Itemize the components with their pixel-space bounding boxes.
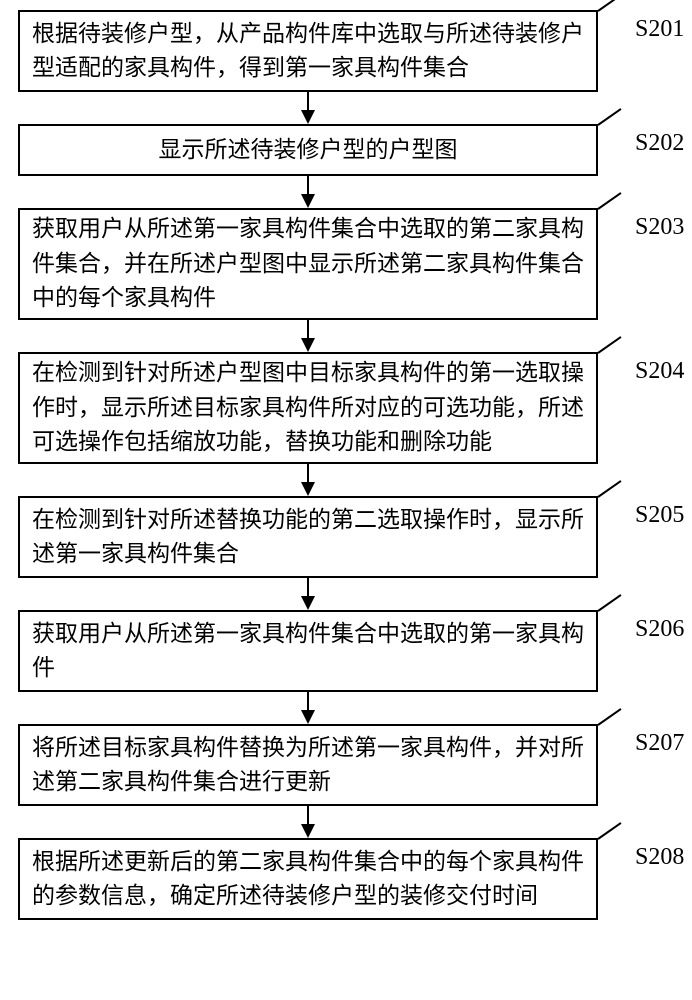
connector-s203 — [597, 192, 621, 210]
step-box-s203: 获取用户从所述第一家具构件集合中选取的第二家具构件集合，并在所述户型图中显示所述… — [18, 208, 598, 320]
step-text-s203: 获取用户从所述第一家具构件集合中选取的第二家具构件集合，并在所述户型图中显示所述… — [32, 212, 584, 316]
step-box-s201: 根据待装修户型，从产品构件库中选取与所述待装修户型适配的家具构件，得到第一家具构… — [18, 10, 598, 92]
step-box-s205: 在检测到针对所述替换功能的第二选取操作时，显示所述第一家具构件集合 — [18, 496, 598, 578]
arrow-head-s201 — [301, 110, 315, 124]
step-label-s205: S205 — [635, 502, 684, 529]
step-box-s206: 获取用户从所述第一家具构件集合中选取的第一家具构件 — [18, 610, 598, 692]
step-box-s208: 根据所述更新后的第二家具构件集合中的每个家具构件的参数信息，确定所述待装修户型的… — [18, 838, 598, 920]
arrow-line-s206 — [307, 692, 309, 712]
step-text-s205: 在检测到针对所述替换功能的第二选取操作时，显示所述第一家具构件集合 — [32, 503, 584, 572]
step-label-s208: S208 — [635, 844, 684, 871]
step-label-s207: S207 — [635, 730, 684, 757]
step-label-s202: S202 — [635, 130, 684, 157]
step-label-s203: S203 — [635, 214, 684, 241]
step-text-s206: 获取用户从所述第一家具构件集合中选取的第一家具构件 — [32, 617, 584, 686]
step-text-s204: 在检测到针对所述户型图中目标家具构件的第一选取操作时，显示所述目标家具构件所对应… — [32, 356, 584, 460]
step-box-s204: 在检测到针对所述户型图中目标家具构件的第一选取操作时，显示所述目标家具构件所对应… — [18, 352, 598, 464]
arrow-head-s205 — [301, 596, 315, 610]
step-text-s207: 将所述目标家具构件替换为所述第一家具构件，并对所述第二家具构件集合进行更新 — [32, 731, 584, 800]
arrow-head-s207 — [301, 824, 315, 838]
step-label-s201: S201 — [635, 16, 684, 43]
arrow-head-s206 — [301, 710, 315, 724]
step-label-s206: S206 — [635, 616, 684, 643]
step-text-s208: 根据所述更新后的第二家具构件集合中的每个家具构件的参数信息，确定所述待装修户型的… — [32, 845, 584, 914]
arrow-line-s202 — [307, 176, 309, 196]
step-text-s202: 显示所述待装修户型的户型图 — [159, 133, 458, 168]
connector-s205 — [597, 480, 621, 498]
arrow-line-s204 — [307, 464, 309, 484]
connector-s206 — [597, 594, 621, 612]
step-text-s201: 根据待装修户型，从产品构件库中选取与所述待装修户型适配的家具构件，得到第一家具构… — [32, 17, 584, 86]
step-box-s202: 显示所述待装修户型的户型图 — [18, 124, 598, 176]
step-label-s204: S204 — [635, 358, 684, 385]
arrow-head-s202 — [301, 194, 315, 208]
arrow-head-s204 — [301, 482, 315, 496]
arrow-line-s201 — [307, 92, 309, 112]
connector-s207 — [597, 708, 621, 726]
step-box-s207: 将所述目标家具构件替换为所述第一家具构件，并对所述第二家具构件集合进行更新 — [18, 724, 598, 806]
connector-s208 — [597, 822, 621, 840]
connector-s202 — [597, 108, 621, 126]
connector-s204 — [597, 336, 621, 354]
arrow-line-s205 — [307, 578, 309, 598]
arrow-head-s203 — [301, 338, 315, 352]
arrow-line-s203 — [307, 320, 309, 340]
connector-s201 — [597, 0, 621, 12]
arrow-line-s207 — [307, 806, 309, 826]
